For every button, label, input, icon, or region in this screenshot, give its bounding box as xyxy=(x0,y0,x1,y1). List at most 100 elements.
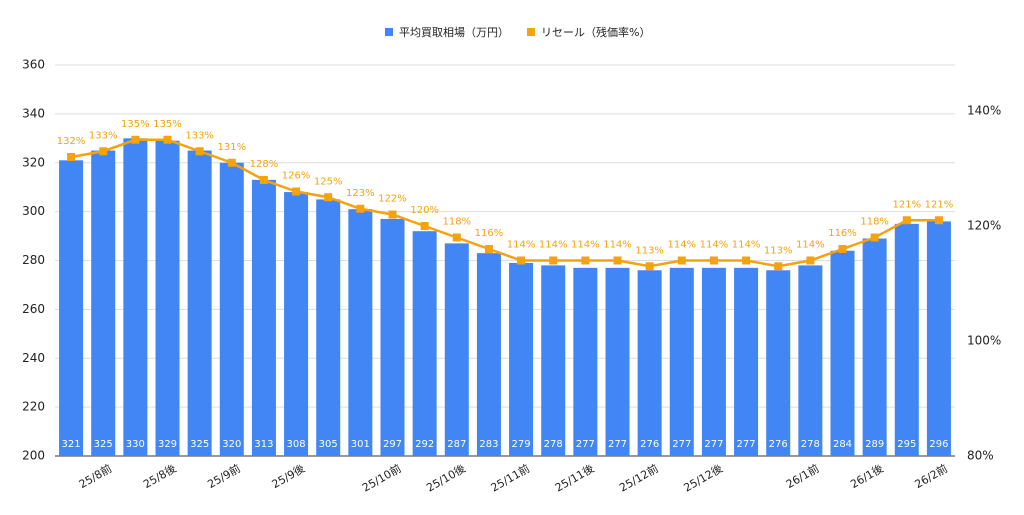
point xyxy=(195,147,204,156)
value-label: 121% xyxy=(892,199,921,210)
point xyxy=(742,256,751,265)
bar-label: 320 xyxy=(222,439,241,450)
bar-label: 329 xyxy=(158,439,177,450)
point xyxy=(870,233,879,242)
value-label: 126% xyxy=(282,171,311,182)
point xyxy=(292,187,301,196)
value-label: 114% xyxy=(603,240,632,251)
value-label: 116% xyxy=(475,228,504,239)
y2-tick-label: 140% xyxy=(967,104,1001,118)
line xyxy=(70,138,939,268)
bar xyxy=(91,150,116,456)
value-label: 125% xyxy=(314,176,343,187)
value-label: 114% xyxy=(700,240,729,251)
bar-label: 297 xyxy=(383,439,402,450)
bar xyxy=(701,267,726,456)
point xyxy=(131,135,140,144)
bar-label: 308 xyxy=(287,439,306,450)
y-tick-label: 220 xyxy=(22,400,45,414)
x-tick-label: 26/1前 xyxy=(783,461,821,491)
bar xyxy=(348,209,373,456)
point xyxy=(806,256,815,265)
bar xyxy=(541,265,566,456)
point xyxy=(420,222,429,230)
bar xyxy=(734,267,759,456)
point xyxy=(645,262,654,271)
bar xyxy=(251,179,276,456)
x-tick-label: 25/10後 xyxy=(424,461,468,494)
x-tick-label: 25/10前 xyxy=(360,461,404,494)
point xyxy=(452,233,461,242)
bar-label: 279 xyxy=(512,439,531,450)
bar-label: 278 xyxy=(544,439,563,450)
bar-label: 305 xyxy=(319,439,338,450)
value-label: 114% xyxy=(539,240,568,251)
value-label: 113% xyxy=(635,245,664,256)
bar-label: 325 xyxy=(94,439,113,450)
bar-label: 276 xyxy=(769,439,788,450)
bar-label: 321 xyxy=(62,439,81,450)
bar xyxy=(894,223,919,456)
point xyxy=(677,256,686,265)
value-label: 113% xyxy=(764,245,793,256)
point xyxy=(549,256,558,265)
point xyxy=(356,204,365,213)
value-label: 121% xyxy=(925,199,954,210)
value-label: 135% xyxy=(121,119,150,130)
value-label: 114% xyxy=(796,240,825,251)
value-label: 114% xyxy=(732,240,761,251)
value-label: 122% xyxy=(378,194,407,205)
bar-label: 277 xyxy=(576,439,595,450)
x-tick-label: 26/1後 xyxy=(848,461,886,491)
point xyxy=(227,158,236,167)
x-tick-label: 25/9後 xyxy=(269,461,307,491)
value-label: 114% xyxy=(571,240,600,251)
bar xyxy=(830,250,855,456)
bar-label: 276 xyxy=(640,439,659,450)
point xyxy=(613,256,622,265)
y2-tick-label: 80% xyxy=(967,449,994,463)
bar-label: 287 xyxy=(447,439,466,450)
point xyxy=(99,147,108,156)
value-label: 120% xyxy=(410,205,439,216)
y-tick-label: 320 xyxy=(22,155,45,169)
y-tick-label: 260 xyxy=(22,302,45,316)
bar xyxy=(412,231,437,456)
x-tick-label: 25/11前 xyxy=(488,461,532,494)
bar xyxy=(380,218,405,456)
value-label: 118% xyxy=(442,217,471,228)
value-label: 131% xyxy=(217,142,246,153)
point xyxy=(163,135,172,144)
bar-label: 277 xyxy=(672,439,691,450)
value-label: 133% xyxy=(89,130,118,141)
bar-label: 289 xyxy=(865,439,884,450)
value-label: 128% xyxy=(250,159,279,170)
x-tick-label: 25/12前 xyxy=(617,461,661,494)
point xyxy=(324,193,333,202)
bar xyxy=(476,253,501,456)
point xyxy=(902,216,911,225)
bar xyxy=(798,265,823,456)
bar xyxy=(605,267,630,456)
bar xyxy=(155,140,180,456)
point xyxy=(709,256,718,265)
x-tick-label: 25/12後 xyxy=(681,461,725,494)
point xyxy=(581,256,590,265)
bar xyxy=(219,162,244,456)
bar-label: 313 xyxy=(254,439,273,450)
bar xyxy=(316,199,341,456)
value-label: 133% xyxy=(185,130,214,141)
x-tick-label: 25/9前 xyxy=(205,461,243,491)
legend-swatch xyxy=(527,28,535,36)
y-tick-label: 200 xyxy=(22,449,45,463)
legend-label: リセール（残価率%） xyxy=(541,25,650,39)
bar xyxy=(573,267,598,456)
bar-label: 278 xyxy=(801,439,820,450)
x-tick-label: 25/8後 xyxy=(141,461,179,491)
bar xyxy=(766,270,791,456)
bar-label: 283 xyxy=(479,439,498,450)
y-tick-label: 240 xyxy=(22,351,45,365)
bar-label: 301 xyxy=(351,439,370,450)
y2-tick-label: 120% xyxy=(967,219,1001,233)
bar xyxy=(669,267,694,456)
